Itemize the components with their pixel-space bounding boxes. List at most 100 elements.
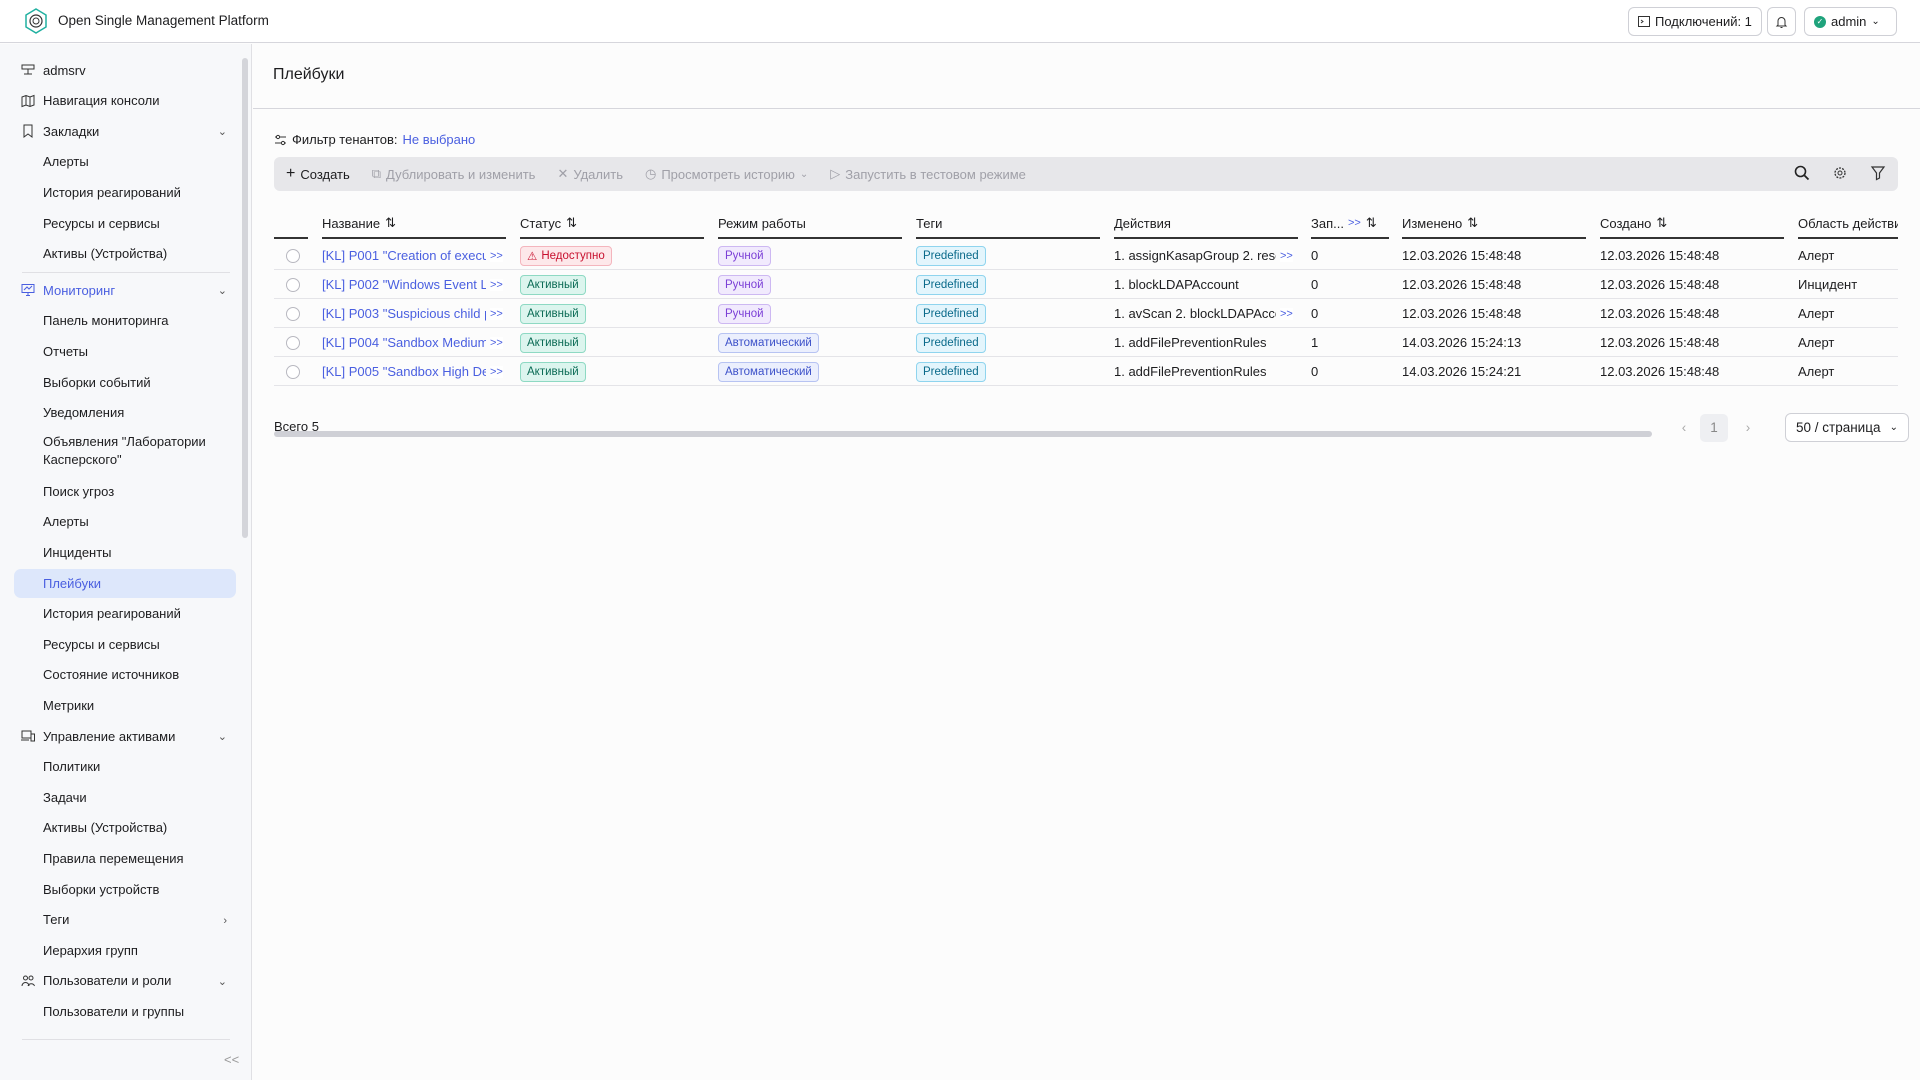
test-run-button[interactable]: ▷ Запустить в тестовом режиме [830,166,1026,182]
table-row[interactable]: [KL] P002 "Windows Event Lo >> Активный Руч… [274,270,1898,299]
chevron-down-icon[interactable]: ⌄ [217,975,227,988]
sidebar-item-5[interactable]: Ресурсы и сервисы [14,209,236,238]
column-header-1[interactable]: Статус ⇅ [520,209,704,239]
expand-actions-icon[interactable]: >> [1280,249,1293,262]
actions-text: 1. blockLDAPAccount [1114,277,1239,292]
sidebar-item-22[interactable]: Управление активами ⌄ [14,722,236,751]
playbook-name-link[interactable]: [KL] P003 "Suspicious child p [322,306,486,321]
next-page-icon[interactable]: › [1745,420,1751,435]
sidebar-item-25[interactable]: Активы (Устройства) [14,814,236,843]
sidebar-item-3[interactable]: Алерты [14,148,236,177]
playbook-name-link[interactable]: [KL] P005 "Sandbox High Det [322,364,486,379]
sidebar-item-27[interactable]: Выборки устройств [14,875,236,904]
delete-button[interactable]: ✕ Удалить [557,166,623,182]
table-row[interactable]: [KL] P005 "Sandbox High Det >> Активный Авт… [274,357,1898,386]
row-select-radio[interactable] [286,241,306,270]
launches-count: 0 [1311,248,1319,263]
sidebar-scrollbar[interactable] [242,58,248,538]
column-header-6[interactable]: Изменено ⇅ [1402,209,1586,239]
sidebar-item-17[interactable]: Плейбуки [14,569,236,598]
sidebar-item-4[interactable]: История реагирований [14,178,236,207]
column-header-0[interactable]: Название ⇅ [322,209,506,239]
notifications-button[interactable] [1767,7,1796,36]
sidebar-item-15[interactable]: Алерты [14,508,236,537]
history-button[interactable]: ◷ Просмотреть историю ⌄ [645,166,808,182]
sidebar-item-2[interactable]: Закладки ⌄ [14,117,236,146]
table-row[interactable]: [KL] P001 "Creation of execu >> ⚠ Недоступн… [274,241,1898,270]
sort-icon[interactable]: ⇅ [1365,215,1377,230]
sidebar-item-9[interactable]: Панель мониторинга [14,307,236,336]
row-select-radio[interactable] [286,270,306,299]
launches-count: 0 [1311,364,1319,379]
sidebar-item-6[interactable]: Активы (Устройства) [14,240,236,269]
duplicate-button[interactable]: ⧉ Дублировать и изменить [372,166,536,182]
expand-name-icon[interactable]: >> [490,365,503,378]
row-select-radio[interactable] [286,328,306,357]
sidebar-item-16[interactable]: Инциденты [14,538,236,567]
column-header-2[interactable]: Режим работы [718,209,902,239]
sidebar-item-14[interactable]: Поиск угроз [14,477,236,506]
expand-column-icon[interactable]: >> [1347,217,1361,229]
sidebar-item-26[interactable]: Правила перемещения [14,844,236,873]
user-menu-button[interactable]: ✓ admin ⌄ [1804,7,1897,36]
column-header-3[interactable]: Теги [916,209,1100,239]
sidebar-item-label: Иерархия групп [43,942,138,958]
sidebar-item-30[interactable]: Пользователи и роли ⌄ [14,967,236,996]
row-select-radio[interactable] [286,299,306,328]
sidebar-item-11[interactable]: Выборки событий [14,368,236,397]
table-row[interactable]: [KL] P004 "Sandbox Medium >> Активный Автом… [274,328,1898,357]
status-badge: Активный [520,361,586,382]
sidebar-item-20[interactable]: Состояние источников [14,661,236,690]
tag-badge: Predefined [916,332,986,353]
expand-name-icon[interactable]: >> [490,307,503,320]
sort-icon[interactable]: ⇅ [1467,215,1479,230]
prev-page-icon[interactable]: ‹ [1681,420,1687,435]
column-header-8[interactable]: Область действи [1798,209,1898,239]
sidebar-item-21[interactable]: Метрики [14,691,236,720]
sidebar-item-12[interactable]: Уведомления [14,399,236,428]
table-row[interactable]: [KL] P003 "Suspicious child p >> Активный Р… [274,299,1898,328]
sidebar-item-31[interactable]: Пользователи и группы [14,997,236,1026]
clock-icon: ◷ [644,166,657,181]
sidebar-item-19[interactable]: Ресурсы и сервисы [14,630,236,659]
playbook-name-link[interactable]: [KL] P001 "Creation of execu [322,248,486,263]
expand-name-icon[interactable]: >> [490,249,503,262]
sidebar-item-10[interactable]: Отчеты [14,337,236,366]
column-header-4[interactable]: Действия [1114,209,1298,239]
sidebar-item-29[interactable]: Иерархия групп [14,936,236,965]
sidebar-item-18[interactable]: История реагирований [14,600,236,629]
sort-icon[interactable]: ⇅ [566,215,578,230]
column-header-7[interactable]: Создано ⇅ [1600,209,1784,239]
page-size-select[interactable]: 50 / страница ⌄ [1785,413,1909,442]
sort-icon[interactable]: ⇅ [385,215,396,230]
sidebar-item-24[interactable]: Задачи [14,783,236,812]
status-check-icon: ✓ [1814,15,1826,28]
filter-icon[interactable] [1870,165,1886,181]
sidebar-item-1[interactable]: Навигация консоли [14,87,236,116]
page-1-button[interactable]: 1 [1700,413,1728,442]
sidebar-item-13[interactable]: Объявления "Лаборатории Касперского" [14,429,236,473]
chevron-right-icon[interactable]: › [223,914,227,927]
expand-actions-icon[interactable]: >> [1280,307,1293,320]
playbook-name-link[interactable]: [KL] P002 "Windows Event Lo [322,277,486,292]
filter-value-link[interactable]: Не выбрано [402,132,476,147]
sidebar-item-28[interactable]: Теги › [14,906,236,935]
create-button[interactable]: + Создать [286,165,350,183]
sort-icon[interactable]: ⇅ [1656,215,1668,230]
chevron-down-icon[interactable]: ⌄ [217,731,227,743]
playbook-name-link[interactable]: [KL] P004 "Sandbox Medium [322,335,486,350]
search-icon[interactable] [1794,165,1810,181]
sidebar-item-23[interactable]: Политики [14,753,236,782]
expand-name-icon[interactable]: >> [490,278,503,291]
chevron-down-icon[interactable]: ⌄ [217,126,227,139]
chevron-down-icon[interactable]: ⌄ [217,285,227,298]
gear-icon[interactable] [1832,165,1848,181]
sidebar-item-8[interactable]: Мониторинг ⌄ [14,276,236,305]
expand-name-icon[interactable]: >> [490,336,503,349]
column-header-5[interactable]: Зап... >> ⇅ [1311,209,1389,239]
row-select-radio[interactable] [286,357,306,386]
collapse-sidebar-button[interactable]: << [224,1052,240,1067]
horizontal-scrollbar[interactable] [274,431,1652,437]
sidebar-item-0[interactable]: admsrv [14,56,236,85]
connections-button[interactable]: Подключений: 1 [1628,7,1762,36]
